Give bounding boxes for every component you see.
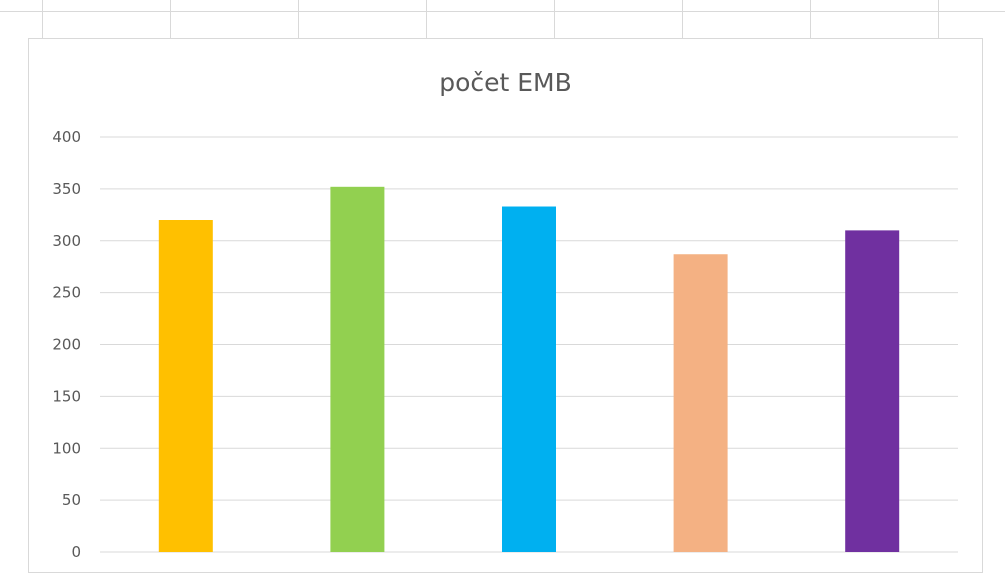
y-tick-label: 0 bbox=[71, 543, 81, 561]
y-tick-label: 350 bbox=[52, 180, 81, 198]
y-axis-ticks: 0 50 100 150 200 250 300 350 400 bbox=[52, 128, 81, 561]
y-tick-label: 150 bbox=[52, 387, 81, 405]
y-tick-label: 300 bbox=[52, 232, 81, 250]
bar-5[interactable] bbox=[845, 230, 900, 552]
bar-2[interactable] bbox=[330, 186, 385, 553]
bar-4[interactable] bbox=[673, 254, 728, 553]
y-tick-label: 200 bbox=[52, 336, 81, 354]
y-tick-label: 400 bbox=[52, 128, 81, 146]
bar-1[interactable] bbox=[158, 220, 213, 552]
sheet-row-line bbox=[0, 11, 1005, 12]
y-tick-label: 100 bbox=[52, 439, 81, 457]
bars bbox=[158, 186, 900, 553]
chart-title: počet EMB bbox=[439, 68, 572, 97]
y-tick-label: 250 bbox=[52, 284, 81, 302]
bar-3[interactable] bbox=[502, 206, 556, 552]
y-tick-label: 50 bbox=[62, 491, 81, 509]
